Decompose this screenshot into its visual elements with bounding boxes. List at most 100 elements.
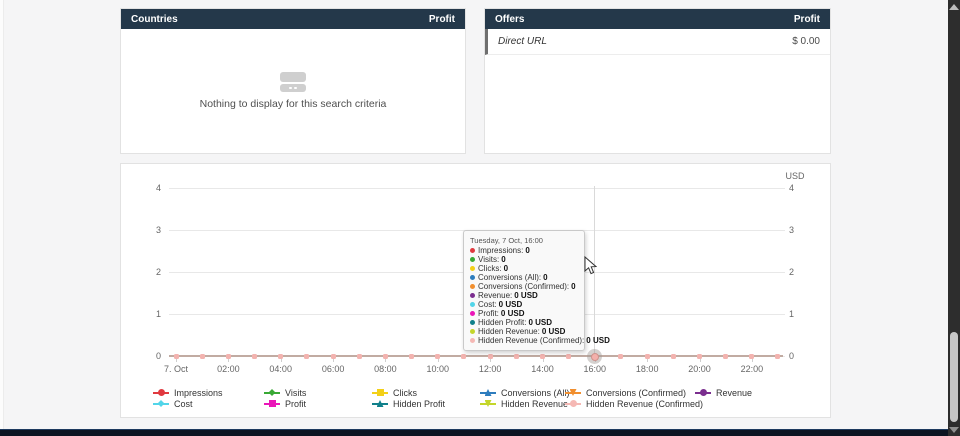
data-point-11:00[interactable] [461, 353, 467, 359]
x-axis-label-5: 10:00 [426, 364, 450, 374]
series-bullet-icon [470, 274, 475, 280]
hovered-data-point[interactable] [590, 352, 599, 361]
timeline-chart-card: USD 4 3 2 1 0 4 3 2 1 0 7. Oct 02:00 04:… [120, 163, 831, 418]
data-point-07:00[interactable] [356, 353, 362, 359]
offer-name[interactable]: Direct URL [498, 36, 547, 47]
offer-profit-value: $ 0.00 [792, 36, 820, 47]
legend-item-hidden-profit[interactable]: Hidden Profit [372, 398, 445, 409]
data-point-01:00[interactable] [199, 353, 205, 359]
legend-item-conversions-confirmed[interactable]: Conversions (Confirmed) [565, 387, 686, 398]
data-point-08:00[interactable] [382, 353, 388, 359]
y-axis-right-tick-0: 0 [789, 351, 795, 361]
legend-item-revenue[interactable]: Revenue [695, 387, 752, 398]
x-tick [228, 357, 230, 362]
data-point-23:00[interactable] [775, 353, 781, 359]
y-axis-right-tick-2: 2 [789, 267, 795, 277]
x-axis-label-3: 06:00 [321, 364, 345, 374]
countries-panel: Countries Profit Nothing to display for … [120, 8, 466, 154]
x-tick [385, 357, 387, 362]
data-point-00:00[interactable] [173, 353, 179, 359]
bottom-bar [0, 429, 948, 436]
data-point-12:00[interactable] [487, 353, 493, 359]
y-axis-right-tick-3: 3 [789, 225, 795, 235]
legend-marker-icon [376, 400, 384, 407]
countries-empty-state: Nothing to display for this search crite… [121, 29, 465, 153]
data-point-04:00[interactable] [278, 353, 284, 359]
legend-marker-icon [484, 400, 492, 407]
tooltip-row-conversions-confirmed: Conversions (Confirmed): 0 [470, 282, 578, 292]
countries-panel-header: Countries Profit [121, 9, 465, 29]
scroll-down-arrow-icon[interactable] [949, 427, 959, 433]
x-tick [699, 357, 701, 362]
y-axis-left-tick-4: 4 [155, 183, 161, 193]
x-tick [647, 357, 649, 362]
x-axis-label-11: 22:00 [740, 364, 764, 374]
legend-marker-icon [699, 389, 707, 396]
y-axis-left-tick-0: 0 [155, 351, 161, 361]
data-point-17:00[interactable] [618, 353, 624, 359]
x-axis-label-2: 04:00 [269, 364, 292, 374]
x-tick [751, 357, 753, 362]
series-bullet-icon [470, 301, 475, 307]
countries-profit-column-header: Profit [428, 13, 455, 25]
data-point-15:00[interactable] [566, 353, 572, 359]
legend-item-clicks[interactable]: Clicks [372, 387, 417, 398]
offers-profit-column-header: Profit [793, 13, 820, 25]
legend-item-hidden-revenue-confirmed[interactable]: Hidden Revenue (Confirmed) [565, 398, 703, 409]
tooltip-row-impressions: Impressions: 0 [470, 246, 578, 256]
gridline-4 [169, 188, 785, 189]
data-point-20:00[interactable] [696, 353, 702, 359]
data-point-02:00[interactable] [225, 353, 231, 359]
x-tick [333, 357, 335, 362]
x-axis-label-9: 18:00 [635, 364, 659, 374]
tooltip-row-profit: Profit: 0 USD [470, 309, 578, 319]
data-point-06:00[interactable] [330, 353, 336, 359]
legend-item-hidden-revenue[interactable]: Hidden Revenue [480, 398, 568, 409]
legend-item-profit[interactable]: Profit [264, 398, 306, 409]
series-bullet-icon [470, 328, 475, 334]
x-tick [542, 357, 544, 362]
series-bullet-icon [470, 256, 475, 262]
x-axis-label-0: 7. Oct [163, 364, 188, 374]
page-left-edge [0, 0, 4, 436]
offers-panel-header: Offers Profit [485, 9, 830, 29]
series-bullet-icon [470, 265, 475, 271]
tooltip-row-conversions-all: Conversions (All): 0 [470, 273, 578, 283]
x-tick [176, 357, 177, 362]
x-axis-label-7: 14:00 [531, 364, 554, 374]
legend-item-cost[interactable]: Cost [153, 398, 193, 409]
x-axis-label-4: 08:00 [374, 364, 397, 374]
data-point-05:00[interactable] [304, 353, 310, 359]
offers-panel-title: Offers [495, 13, 525, 25]
y-axis-right-tick-4: 4 [789, 183, 795, 193]
tooltip-row-hidden-revenue-confirmed: Hidden Revenue (Confirmed): 0 USD [470, 336, 610, 346]
scroll-up-arrow-icon[interactable] [949, 4, 959, 10]
countries-panel-title: Countries [131, 13, 178, 25]
x-tick [490, 357, 492, 362]
x-axis-label-6: 12:00 [478, 364, 502, 374]
data-point-21:00[interactable] [723, 353, 729, 359]
series-bullet-icon [470, 337, 475, 343]
data-point-22:00[interactable] [749, 353, 755, 359]
data-point-03:00[interactable] [252, 353, 257, 359]
tooltip-row-hidden-revenue: Hidden Revenue: 0 USD [470, 327, 578, 337]
legend-item-impressions[interactable]: Impressions [153, 387, 223, 398]
legend-marker-icon [268, 400, 276, 407]
x-axis-label-10: 20:00 [688, 364, 711, 374]
series-line-zero [169, 355, 783, 357]
data-point-10:00[interactable] [435, 353, 441, 359]
data-point-19:00[interactable] [670, 353, 676, 359]
data-point-09:00[interactable] [409, 353, 415, 359]
data-point-14:00[interactable] [539, 353, 545, 359]
scrollbar-thumb[interactable] [950, 332, 958, 422]
legend-marker-icon [268, 389, 276, 396]
offer-row-direct-url[interactable]: Direct URL $ 0.00 [485, 29, 830, 55]
legend-item-conversions-all[interactable]: Conversions (All) [480, 387, 570, 398]
mouse-cursor-icon [584, 256, 597, 275]
chart-crosshair [594, 186, 595, 356]
data-point-13:00[interactable] [513, 353, 519, 359]
legend-item-visits[interactable]: Visits [264, 387, 306, 398]
page-scrollbar[interactable] [948, 0, 960, 436]
data-point-18:00[interactable] [644, 353, 650, 359]
no-data-icon [280, 72, 306, 92]
